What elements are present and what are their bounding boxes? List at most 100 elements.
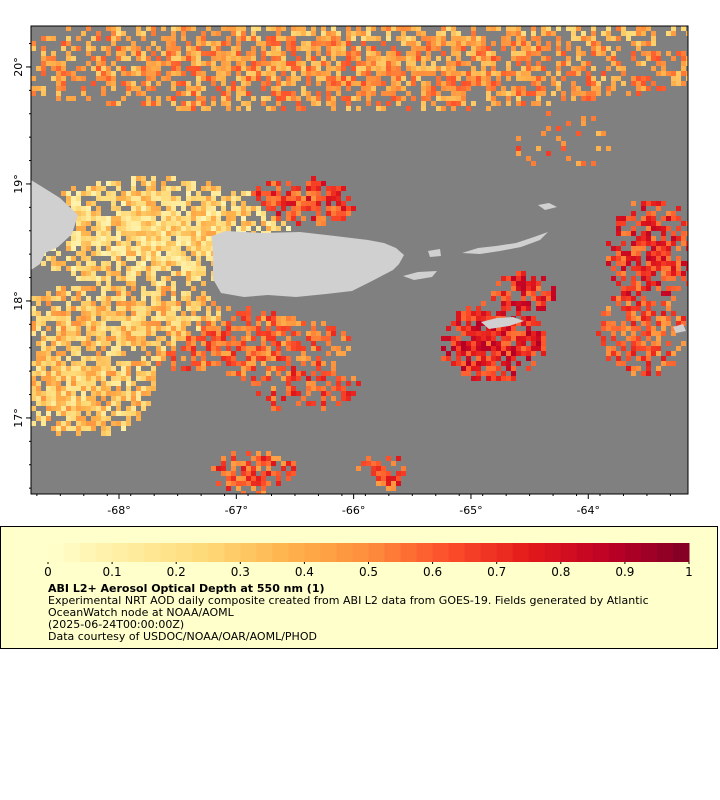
- aod-cell: [356, 466, 361, 471]
- aod-cell: [631, 211, 636, 216]
- aod-cell: [141, 31, 146, 36]
- aod-cell: [281, 321, 286, 326]
- aod-cell: [641, 316, 646, 321]
- aod-cell: [256, 211, 261, 216]
- aod-cell: [161, 326, 166, 331]
- aod-cell: [136, 221, 141, 226]
- aod-cell: [151, 76, 156, 81]
- aod-cell: [186, 191, 191, 196]
- aod-cell: [416, 46, 421, 51]
- aod-cell: [536, 76, 541, 81]
- aod-cell: [271, 336, 276, 341]
- aod-cell: [611, 321, 616, 326]
- aod-cell: [471, 341, 476, 346]
- aod-cell: [561, 76, 566, 81]
- aod-cell: [186, 291, 191, 296]
- aod-cell: [476, 366, 481, 371]
- aod-cell: [426, 91, 431, 96]
- aod-cell: [681, 51, 686, 56]
- aod-cell: [76, 276, 81, 281]
- aod-cell: [291, 46, 296, 51]
- aod-cell: [686, 31, 688, 36]
- aod-cell: [541, 341, 546, 346]
- aod-cell: [156, 256, 161, 261]
- aod-cell: [321, 61, 326, 66]
- aod-cell: [476, 46, 481, 51]
- aod-cell: [111, 376, 116, 381]
- aod-cell: [221, 101, 226, 106]
- aod-cell: [626, 216, 631, 221]
- aod-cell: [171, 296, 176, 301]
- aod-cell: [191, 196, 196, 201]
- aod-cell: [86, 256, 91, 261]
- aod-cell: [371, 36, 376, 41]
- aod-cell: [276, 211, 281, 216]
- colorbar-swatch: [112, 543, 129, 562]
- aod-cell: [571, 66, 576, 71]
- aod-cell: [661, 361, 666, 366]
- aod-cell: [246, 66, 251, 71]
- aod-cell: [191, 91, 196, 96]
- aod-cell: [596, 331, 601, 336]
- aod-cell: [51, 361, 56, 366]
- aod-cell: [421, 101, 426, 106]
- aod-cell: [276, 36, 281, 41]
- aod-cell: [91, 416, 96, 421]
- aod-cell: [326, 326, 331, 331]
- aod-cell: [106, 266, 111, 271]
- aod-cell: [111, 401, 116, 406]
- aod-cell: [636, 261, 641, 266]
- aod-cell: [51, 296, 56, 301]
- aod-cell: [491, 71, 496, 76]
- aod-cell: [191, 316, 196, 321]
- aod-cell: [646, 276, 651, 281]
- map-figure: -68° -67° -66° -65° -64°20°19°18°17°: [12, 25, 689, 517]
- aod-cell: [186, 51, 191, 56]
- aod-cell: [321, 371, 326, 376]
- aod-cell: [366, 51, 371, 56]
- aod-cell: [366, 26, 371, 31]
- aod-cell: [266, 41, 271, 46]
- aod-cell: [76, 191, 81, 196]
- aod-cell: [366, 86, 371, 91]
- aod-cell: [471, 331, 476, 336]
- aod-cell: [251, 206, 256, 211]
- aod-cell: [476, 311, 481, 316]
- colorbar-swatch: [544, 543, 562, 562]
- aod-cell: [126, 266, 131, 271]
- aod-cell: [496, 346, 501, 351]
- aod-cell: [486, 81, 491, 86]
- aod-cell: [256, 466, 261, 471]
- colorbar-tick-label: 0.9: [615, 565, 634, 579]
- aod-cell: [446, 101, 451, 106]
- aod-cell: [191, 306, 196, 311]
- aod-cell: [36, 366, 41, 371]
- aod-cell: [76, 211, 81, 216]
- aod-cell: [96, 211, 101, 216]
- aod-cell: [656, 241, 661, 246]
- aod-cell: [486, 96, 491, 101]
- aod-cell: [461, 341, 466, 346]
- aod-cell: [651, 216, 656, 221]
- aod-cell: [261, 476, 266, 481]
- aod-cell: [196, 246, 201, 251]
- aod-cell: [46, 411, 51, 416]
- aod-cell: [76, 331, 81, 336]
- aod-cell: [86, 301, 91, 306]
- aod-cell: [161, 246, 166, 251]
- aod-cell: [251, 51, 256, 56]
- aod-cell: [491, 61, 496, 66]
- aod-cell: [46, 301, 51, 306]
- aod-cell: [656, 371, 661, 376]
- aod-cell: [56, 401, 61, 406]
- aod-cell: [621, 361, 626, 366]
- aod-cell: [286, 391, 291, 396]
- aod-cell: [341, 96, 346, 101]
- aod-cell: [136, 411, 141, 416]
- aod-cell: [221, 196, 226, 201]
- aod-cell: [126, 341, 131, 346]
- aod-cell: [216, 231, 221, 236]
- aod-cell: [326, 81, 331, 86]
- aod-cell: [296, 196, 301, 201]
- aod-cell: [186, 91, 191, 96]
